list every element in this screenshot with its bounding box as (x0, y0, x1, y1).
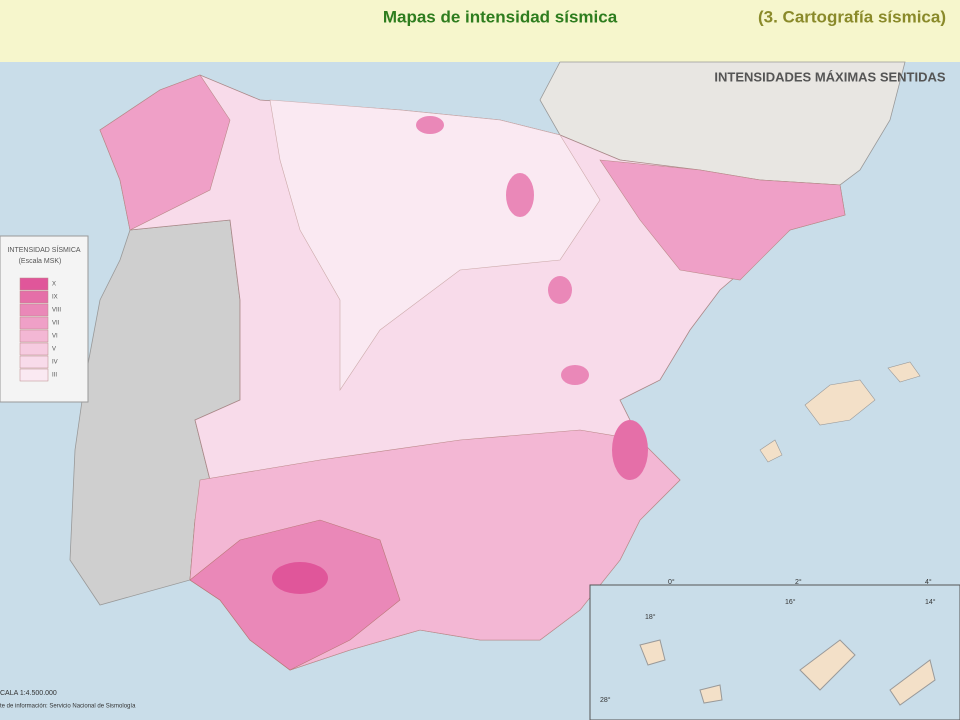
zone-x (272, 562, 328, 594)
menorca (887, 361, 921, 383)
header-band (0, 0, 960, 62)
legend-label: X (52, 282, 56, 288)
ibiza (759, 439, 783, 463)
island (639, 639, 666, 666)
legend-swatch (19, 303, 49, 317)
coordinate-label: 18° (645, 613, 656, 621)
legend: INTENSIDAD SÍSMICA (Escala MSK) XIXVIIIV… (0, 235, 89, 403)
header-subtitle: (3. Cartografía sísmica) (758, 7, 946, 26)
zone-galicia (99, 74, 231, 231)
canary-inset (589, 584, 960, 720)
coordinate-label: 0° (668, 578, 675, 586)
legend-swatch (19, 355, 49, 369)
header-title: Mapas de intensidad sísmica (383, 7, 618, 26)
legend-swatch (19, 316, 49, 330)
island (799, 639, 856, 691)
zone-center (548, 276, 572, 304)
coordinate-label: 16° (785, 598, 796, 606)
zone-iii (269, 99, 601, 391)
legend-swatch (19, 290, 49, 304)
map: INTENSIDADES MÁXIMAS SENTIDAS INTENSIDAD… (0, 61, 960, 720)
zone-andalusia (189, 519, 401, 671)
zone-north (506, 173, 534, 217)
legend-swatch (19, 368, 49, 382)
map-title: INTENSIDADES MÁXIMAS SENTIDAS (714, 69, 945, 84)
zone-alicante (612, 420, 648, 480)
island (889, 659, 936, 706)
legend-label: VI (52, 334, 58, 340)
legend-title: INTENSIDAD SÍSMICA (7, 245, 80, 254)
legend-label: IX (52, 295, 58, 301)
map-scale: CALA 1:4.500.000 (0, 690, 57, 697)
zone-center2 (561, 365, 589, 385)
coordinate-label: 2° (795, 578, 802, 586)
legend-label: VIII (52, 308, 61, 314)
legend-swatch (19, 277, 49, 291)
coordinate-label: 14° (925, 598, 936, 606)
map-source: te de información: Servicio Nacional de … (0, 704, 136, 710)
legend-label: IV (52, 360, 58, 366)
legend-swatch (19, 342, 49, 356)
legend-label: III (52, 373, 57, 379)
mallorca (804, 379, 876, 426)
island (699, 684, 723, 704)
zone-north2 (416, 116, 444, 134)
zone-pyrenees (599, 159, 846, 281)
legend-label: VII (52, 321, 60, 327)
legend-label: V (52, 347, 56, 353)
coordinate-label: 28° (600, 696, 611, 704)
coordinate-label: 4° (925, 578, 932, 586)
legend-subtitle: (Escala MSK) (19, 258, 62, 265)
legend-swatch (19, 329, 49, 343)
